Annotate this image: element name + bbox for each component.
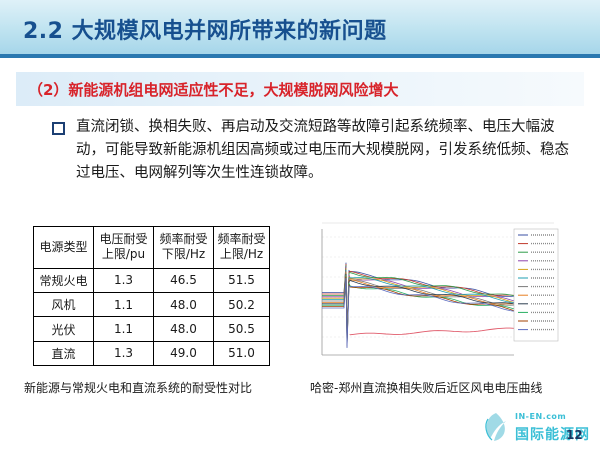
logo-name-text: 国际能源网 <box>515 427 590 443</box>
table-cell: 51.5 <box>213 267 270 294</box>
voltage-curve-line <box>322 270 515 342</box>
table-cell: 49.0 <box>153 340 214 367</box>
slide-title: 2.2 大规模风电并网所带来的新问题 <box>23 19 387 44</box>
voltage-curve-line <box>322 272 515 343</box>
voltage-curve-line <box>322 277 515 349</box>
voltage-curve-line <box>322 269 515 340</box>
in-en-logo: IN-EN.com 国际能源网 <box>478 408 598 446</box>
table-caption: 新能源与常规火电和直流系统的耐受性对比 <box>24 381 253 395</box>
table-cell: 48.0 <box>153 292 214 318</box>
table-cell: 51.0 <box>213 340 270 367</box>
voltage-curve-line <box>322 265 515 336</box>
table-cell: 风机 <box>33 292 94 318</box>
title-divider <box>0 54 600 58</box>
table-cell: 1.3 <box>93 340 154 367</box>
table-row: 直流 1.3 49.0 51.0 <box>33 340 270 367</box>
voltage-curve-line <box>322 273 515 344</box>
table-header-cell: 频率耐受上限/Hz <box>213 226 270 269</box>
voltage-curve-line <box>322 262 515 333</box>
figure-caption: 哈密-郑州直流换相失败后近区风电电压曲线 <box>310 381 543 395</box>
title-bar <box>0 0 600 54</box>
subheading-text: （2）新能源机组电网适应性不足，大规模脱网风险增大 <box>28 81 399 99</box>
page-number: 12 <box>566 428 583 442</box>
table-cell: 常规火电 <box>33 267 94 294</box>
table-row: 常规火电 1.3 46.5 51.5 <box>33 267 270 294</box>
table-cell: 1.3 <box>93 267 154 294</box>
table-cell: 光伏 <box>33 316 94 342</box>
table-header-cell: 频率耐受下限/Hz <box>153 226 214 269</box>
leaf-logo-icon <box>485 413 506 441</box>
square-bullet-icon <box>52 122 65 135</box>
voltage-curve-line <box>322 266 515 337</box>
voltage-curve-figure <box>314 215 564 365</box>
voltage-curve-image <box>314 215 564 365</box>
voltage-curve-line <box>349 327 515 336</box>
logo-domain-text: IN-EN.com <box>515 412 567 421</box>
tolerance-table: 电源类型 电压耐受上限/pu 频率耐受下限/Hz 频率耐受上限/Hz 常规火电 … <box>33 226 270 367</box>
table-header-cell: 电压耐受上限/pu <box>93 226 154 269</box>
table-cell: 50.5 <box>213 316 270 342</box>
table-cell: 50.2 <box>213 292 270 318</box>
bullet-paragraph: 直流闭锁、换相失败、再启动及交流短路等故障引起系统频率、电压大幅波动，可能导致新… <box>76 119 569 181</box>
table-cell: 48.0 <box>153 316 214 342</box>
table-cell: 1.1 <box>93 316 154 342</box>
voltage-curve-line <box>322 275 515 346</box>
table-header-row: 电源类型 电压耐受上限/pu 频率耐受下限/Hz 频率耐受上限/Hz <box>33 226 270 269</box>
table-header-cell: 电源类型 <box>33 226 94 269</box>
voltage-curve-line <box>322 276 515 347</box>
table-cell: 46.5 <box>153 267 214 294</box>
table-cell: 1.1 <box>93 292 154 318</box>
table-cell: 直流 <box>33 340 94 367</box>
subheading-banner: （2）新能源机组电网适应性不足，大规模脱网风险增大 <box>16 72 584 106</box>
table-row: 风机 1.1 48.0 50.2 <box>33 292 270 318</box>
table-row: 光伏 1.1 48.0 50.5 <box>33 316 270 342</box>
